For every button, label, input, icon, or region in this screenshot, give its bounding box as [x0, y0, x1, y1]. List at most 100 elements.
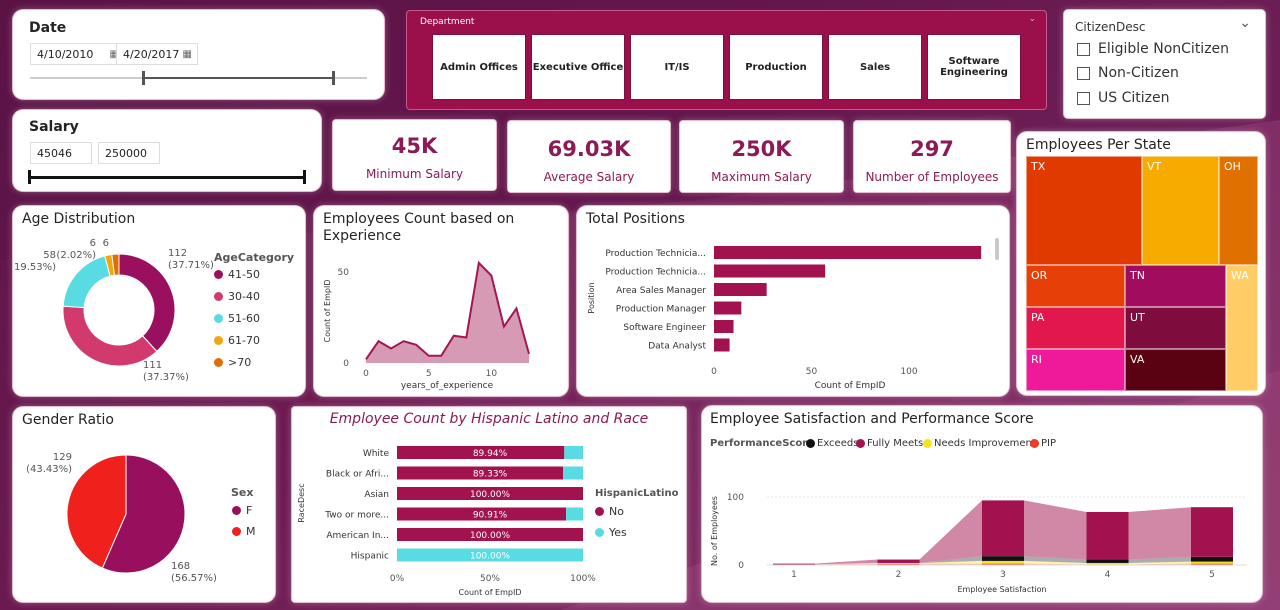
satisfaction-bar-needs-improvement [1086, 562, 1129, 565]
start-date-value: 4/10/2010 [37, 48, 94, 61]
salary-range-track[interactable] [29, 176, 305, 179]
gender-data-label: 129 (43.43%) [26, 452, 72, 475]
position-bar [714, 301, 742, 315]
department-button-production[interactable]: Production [729, 34, 823, 100]
legend-dot-icon [214, 314, 223, 323]
salary-min-input[interactable]: 45046 [30, 142, 92, 164]
checkbox-icon[interactable] [1077, 66, 1090, 80]
end-date-value: 4/20/2017 [123, 48, 180, 61]
gender-pie-chart: 168 (56.57%) 129 (43.43%) [26, 452, 217, 584]
age-legend-item[interactable]: 30-40 [214, 290, 260, 303]
satisfaction-ribbon-fully-meets [919, 500, 982, 563]
checkbox-icon[interactable] [1077, 42, 1090, 56]
hispanic-legend-item[interactable]: Yes [595, 526, 627, 539]
chevron-down-icon[interactable]: ⌄ [1028, 14, 1036, 24]
salary-slicer-title: Salary [29, 119, 79, 135]
treemap-cell-or[interactable]: OR [1026, 265, 1125, 307]
legend-label: No [609, 505, 624, 518]
calendar-icon[interactable]: ▦ [182, 49, 192, 60]
treemap-cell-va[interactable]: VA [1125, 349, 1226, 391]
satisfaction-ribbon-fully-meets [815, 559, 878, 565]
age-chart-title: Age Distribution [22, 211, 136, 227]
department-button-executive-office[interactable]: Executive Office [531, 34, 625, 100]
position-category-label: Production Technicia... [605, 268, 706, 278]
hispanic-legend-item[interactable]: No [595, 505, 624, 518]
salary-range-end-handle[interactable] [303, 170, 306, 184]
department-button-software-engineering[interactable]: Software Engineering [927, 34, 1021, 100]
date-range-start-handle[interactable] [142, 71, 145, 85]
kpi-minimum-salary: 45K Minimum Salary [333, 120, 496, 190]
age-legend-item[interactable]: >70 [214, 356, 251, 369]
salary-min-value: 45046 [37, 147, 72, 160]
department-button-sales[interactable]: Sales [828, 34, 922, 100]
end-date-input[interactable]: 4/20/2017 ▦ [116, 43, 198, 65]
hispanic-category-label: Asian [364, 490, 389, 500]
age-legend-item[interactable]: 41-50 [214, 268, 260, 281]
gender-chart-title: Gender Ratio [22, 412, 114, 428]
chevron-down-icon[interactable]: ⌄ [1239, 15, 1251, 31]
age-donut-chart: 112 (37.71%) 111 (37.37%) 58 (19.53%)6 (2.02%)… [13, 238, 214, 383]
treemap-label: TX [1031, 160, 1046, 173]
treemap-cell-pa[interactable]: PA [1026, 307, 1125, 349]
citizen-slicer: CitizenDesc ⌄ Eligible NonCitizen Non-Ci… [1064, 10, 1265, 118]
gender-data-label: 168 (56.57%) [171, 561, 217, 584]
legend-dot-icon [595, 528, 604, 537]
hispanic-bar-yes [563, 466, 583, 480]
legend-dot-icon [214, 336, 223, 345]
checkbox-icon[interactable] [1077, 91, 1090, 105]
treemap-label: OR [1031, 269, 1048, 282]
age-legend-item[interactable]: 61-70 [214, 334, 260, 347]
hispanic-y-label: RaceDesc [297, 483, 306, 522]
satisfaction-legend-item[interactable]: Fully Meets [856, 438, 923, 449]
treemap-cell-tx[interactable]: TX [1026, 156, 1142, 265]
treemap-label: RI [1031, 353, 1042, 366]
citizen-option-us[interactable]: US Citizen [1077, 90, 1169, 106]
legend-dot-icon [806, 439, 815, 448]
treemap-cell-ri[interactable]: RI [1026, 349, 1125, 391]
department-button-admin-offices[interactable]: Admin Offices [432, 34, 526, 100]
satisfaction-ribbon-needs-improvement [1024, 560, 1087, 565]
gender-legend-item[interactable]: M [232, 525, 256, 538]
salary-max-input[interactable]: 250000 [98, 142, 160, 164]
legend-dot-icon [923, 439, 932, 448]
satisfaction-bar-fully-meets [1086, 511, 1129, 560]
position-bar [714, 320, 734, 333]
satisfaction-x-tick: 3 [1000, 570, 1006, 580]
legend-dot-icon [214, 358, 223, 367]
date-range-end-handle[interactable] [332, 71, 335, 85]
treemap-cell-vt[interactable]: VT [1142, 156, 1219, 265]
kpi-label: Number of Employees [865, 170, 999, 184]
legend-label: M [246, 525, 256, 538]
satisfaction-bar-pip [877, 563, 920, 565]
satisfaction-legend-item[interactable]: Exceeds [806, 438, 858, 449]
citizen-option-label: Eligible NonCitizen [1098, 41, 1230, 57]
legend-label: 51-60 [228, 312, 260, 325]
satisfaction-bar-fully-meets [982, 500, 1024, 557]
department-button-it-is[interactable]: IT/IS [630, 34, 724, 100]
satisfaction-legend-item[interactable]: PIP [1030, 438, 1056, 449]
treemap-cell-oh[interactable]: OH [1219, 156, 1258, 265]
satisfaction-ribbon-fully-meets [1024, 500, 1087, 560]
satisfaction-legend-item[interactable]: Needs Improvement [923, 438, 1036, 449]
positions-x-tick: 50 [806, 367, 818, 377]
gender-legend-item[interactable]: F [232, 504, 252, 517]
gender-legend-title: Sex [231, 486, 254, 499]
kpi-value: 250K [731, 137, 792, 161]
treemap-cell-ut[interactable]: UT [1125, 307, 1226, 349]
treemap-cell-wa[interactable]: WA [1226, 265, 1258, 391]
treemap-cell-tn[interactable]: TN [1125, 265, 1226, 307]
hispanic-data-label: 100.00% [470, 552, 510, 562]
satisfaction-card: Employee Satisfaction and Performance Sc… [702, 406, 1262, 602]
age-legend-item[interactable]: 51-60 [214, 312, 260, 325]
salary-range-start-handle[interactable] [28, 170, 31, 184]
citizen-option-noncitizen[interactable]: Non-Citizen [1077, 65, 1179, 81]
treemap-label: VA [1130, 353, 1145, 366]
hispanic-category-label: Two or more... [324, 511, 389, 521]
citizen-option-eligible[interactable]: Eligible NonCitizen [1077, 41, 1229, 57]
satisfaction-bar-exceeds [1191, 556, 1233, 562]
satisfaction-bar-fully-meets [1191, 507, 1233, 557]
legend-label: 30-40 [228, 290, 260, 303]
positions-scrollbar[interactable] [995, 238, 999, 260]
start-date-input[interactable]: 4/10/2010 ▦ [30, 43, 125, 65]
calendar-icon[interactable]: ▦ [109, 49, 119, 60]
